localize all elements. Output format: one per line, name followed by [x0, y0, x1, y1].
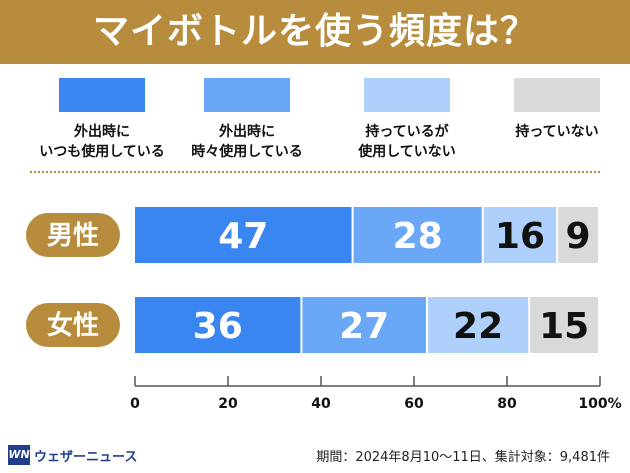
category-label: 男性 [47, 221, 99, 251]
bar-segment [353, 207, 482, 263]
data-label: 16 [495, 216, 545, 257]
legend-item-always: 外出時に いつも使用している [27, 78, 177, 162]
data-label: 9 [566, 216, 591, 257]
bar-segment [558, 207, 598, 263]
legend-item-sometimes: 外出時に 時々使用している [172, 78, 322, 162]
survey-note: 期間：2024年8月10〜11日、集計対象：9,481件 [316, 450, 610, 465]
legend-swatch-none [514, 78, 600, 112]
legend-swatch-always [59, 78, 145, 112]
data-label: 36 [193, 306, 243, 347]
bar-segment [483, 207, 557, 263]
x-tick-label: 20 [218, 396, 238, 412]
bar-segment [135, 207, 352, 263]
category-badge [26, 213, 120, 257]
chart-title: マイボトルを使う頻度は？ [92, 11, 537, 52]
legend-label-none: 持っていない [515, 124, 599, 140]
brand-name: ウェザーニュース [34, 450, 138, 465]
bar-segment [427, 297, 529, 353]
legend-swatch-sometimes [204, 78, 290, 112]
category-badge [26, 303, 120, 347]
legend-swatch-own-unused [364, 78, 450, 112]
bar-segment [135, 297, 301, 353]
data-label: 28 [393, 216, 443, 257]
weathernews-logo-icon: WN [8, 445, 30, 465]
x-tick-label: 100% [578, 396, 621, 412]
legend-label-own-unused: 持っているが 使用していない [358, 124, 456, 160]
data-label: 15 [539, 306, 589, 347]
bar-segment [530, 297, 598, 353]
x-tick-label: 40 [311, 396, 331, 412]
x-tick-label: 60 [404, 396, 424, 412]
stacked-bar-chart: 男性 47 28 16 9 女性 36 27 22 15 0 20 40 60 80 100% [26, 207, 622, 412]
x-tick-label: 80 [497, 396, 517, 412]
bar-segment [302, 297, 426, 353]
title-banner: マイボトルを使う頻度は？ [0, 0, 630, 64]
x-tick-label: 0 [130, 396, 140, 412]
data-label: 47 [218, 216, 268, 257]
legend-item-own-unused: 持っているが 使用していない [332, 78, 482, 162]
data-label: 27 [339, 306, 389, 347]
legend-label-sometimes: 外出時に 時々使用している [191, 124, 303, 160]
data-label: 22 [453, 306, 503, 347]
dotted-divider [30, 171, 600, 173]
legend-item-none: 持っていない [482, 78, 630, 142]
legend-label-always: 外出時に いつも使用している [39, 124, 165, 160]
category-label: 女性 [47, 310, 99, 341]
